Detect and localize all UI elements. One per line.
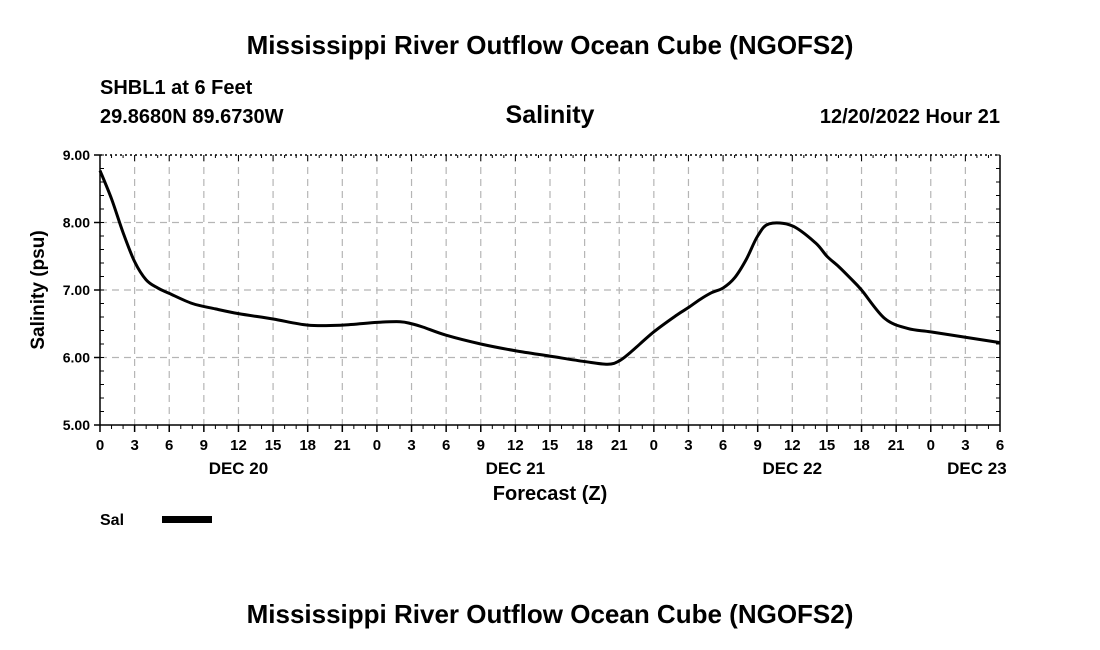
x-tick-label: 3 bbox=[407, 437, 415, 454]
x-day-label: DEC 20 bbox=[209, 459, 269, 478]
x-day-label: DEC 23 bbox=[947, 459, 1007, 478]
x-tick-label: 3 bbox=[684, 437, 692, 454]
x-tick-label: 18 bbox=[853, 437, 870, 454]
series-line-sal bbox=[98, 169, 1001, 366]
x-tick-label: 6 bbox=[996, 437, 1004, 454]
x-axis-title: Forecast (Z) bbox=[493, 483, 607, 505]
x-tick-label: 21 bbox=[334, 437, 351, 454]
y-tick-label: 6.00 bbox=[63, 350, 90, 366]
station-label: SHBL1 at 6 Feet bbox=[100, 77, 253, 99]
x-tick-label: 15 bbox=[819, 437, 836, 454]
x-tick-label: 12 bbox=[784, 437, 801, 454]
x-day-label: DEC 22 bbox=[763, 459, 823, 478]
x-tick-label: 6 bbox=[165, 437, 173, 454]
y-tick-label: 7.00 bbox=[63, 282, 90, 298]
chart-title: Mississippi River Outflow Ocean Cube (NG… bbox=[246, 30, 854, 60]
x-day-label: DEC 21 bbox=[486, 459, 546, 478]
x-tick-label: 0 bbox=[927, 437, 935, 454]
station-coordinates: 29.8680N 89.6730W bbox=[100, 106, 284, 128]
x-tick-label: 15 bbox=[542, 437, 559, 454]
x-tick-label: 18 bbox=[299, 437, 316, 454]
y-tick-label: 8.00 bbox=[63, 215, 90, 231]
x-tick-label: 9 bbox=[477, 437, 485, 454]
x-tick-label: 9 bbox=[754, 437, 762, 454]
x-tick-label: 21 bbox=[611, 437, 628, 454]
x-tick-label: 3 bbox=[961, 437, 969, 454]
x-tick-label: 0 bbox=[650, 437, 658, 454]
y-axis-title: Salinity (psu) bbox=[28, 230, 49, 349]
x-tick-label: 3 bbox=[130, 437, 138, 454]
x-tick-label: 18 bbox=[576, 437, 593, 454]
legend-swatch bbox=[162, 516, 212, 523]
x-tick-label: 15 bbox=[265, 437, 282, 454]
legend-label: Sal bbox=[100, 512, 124, 529]
x-tick-label: 6 bbox=[719, 437, 727, 454]
chart-subtitle: Salinity bbox=[505, 101, 595, 129]
y-tick-label: 9.00 bbox=[63, 147, 90, 163]
y-tick-label: 5.00 bbox=[63, 417, 90, 433]
x-tick-label: 9 bbox=[200, 437, 208, 454]
forecast-datetime: 12/20/2022 Hour 21 bbox=[819, 106, 1000, 128]
x-tick-label: 21 bbox=[888, 437, 905, 454]
x-tick-label: 12 bbox=[230, 437, 247, 454]
footer-title: Mississippi River Outflow Ocean Cube (NG… bbox=[246, 599, 854, 629]
x-tick-label: 6 bbox=[442, 437, 450, 454]
x-tick-label: 12 bbox=[507, 437, 524, 454]
x-tick-label: 0 bbox=[96, 437, 104, 454]
x-tick-label: 0 bbox=[373, 437, 381, 454]
